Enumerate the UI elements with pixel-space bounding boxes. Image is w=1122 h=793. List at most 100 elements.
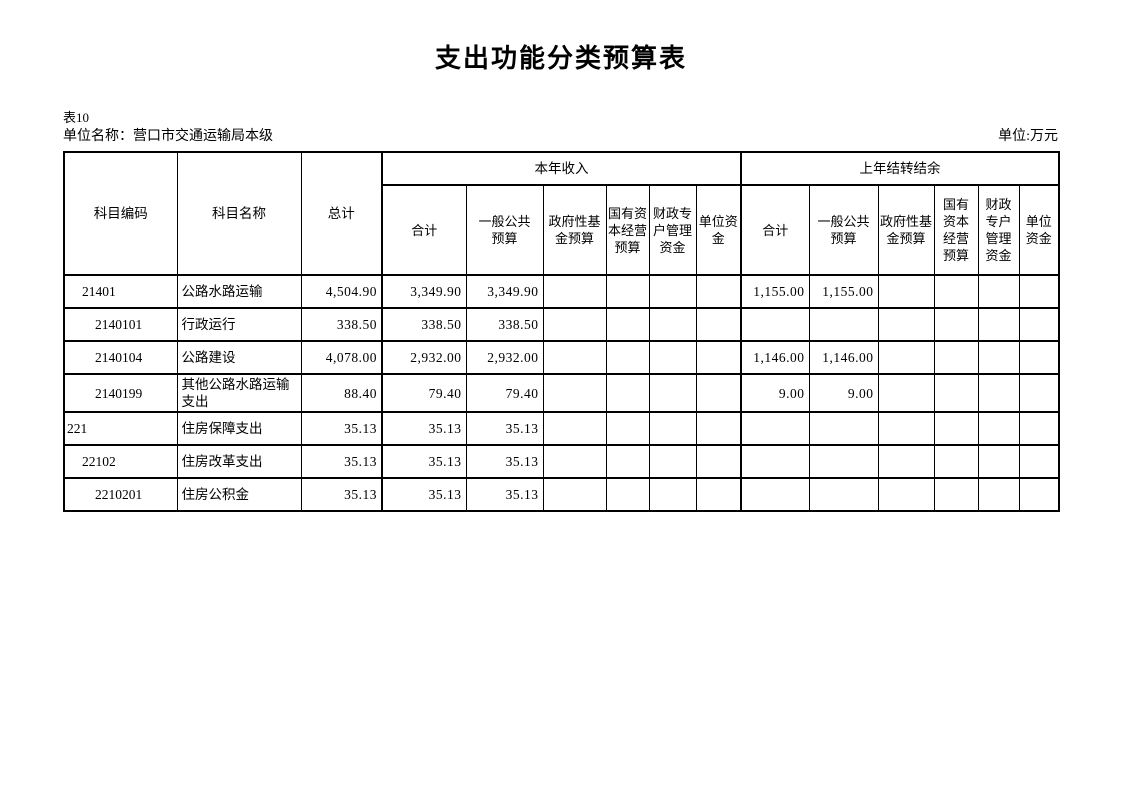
col-header-label: 单位资金 <box>698 214 738 246</box>
carryover-cell <box>933 274 979 309</box>
col-group-current-year-income: 本年收入 <box>380 151 742 186</box>
subject-code-cell: 2210201 <box>63 477 178 512</box>
carryover-cell <box>977 477 1020 512</box>
current-year-cell <box>695 477 742 512</box>
subject-code-cell: 2140104 <box>63 340 178 375</box>
current-year-cell: 338.50 <box>381 307 467 342</box>
carryover-cell <box>808 477 879 512</box>
header-group-row: 科目编码 科目名称 总计 本年收入 上年结转结余 <box>63 151 1060 276</box>
col-header-co-unit-funds: 单位资金 <box>1018 184 1060 276</box>
carryover-cell <box>877 274 935 309</box>
col-header-label: 政府性基金预算 <box>548 214 601 246</box>
document-meta: 表10 单位名称：营口市交通运输局本级 单位:万元 <box>63 110 1058 146</box>
carryover-cell: 1,146.00 <box>740 340 810 375</box>
unit-of-measure: 单位:万元 <box>998 129 1058 144</box>
subject-name-cell: 公路水路运输 <box>176 274 302 309</box>
carryover-cell <box>933 307 979 342</box>
carryover-cell <box>877 411 935 446</box>
col-header-subject-name: 科目名称 <box>176 151 302 276</box>
carryover-cell <box>740 307 810 342</box>
carryover-cell <box>1018 444 1060 479</box>
carryover-cell <box>808 411 879 446</box>
col-header-label: 国有资本经营预算 <box>607 205 647 255</box>
header-sub-row: 合计 一般公共预算 政府性基金预算 国有资本经营预算 财政专户管理资金 单位资金… <box>64 184 1060 276</box>
carryover-cell: 9.00 <box>808 373 879 413</box>
grand-total-cell: 338.50 <box>300 307 383 342</box>
col-header-label: 一般公共预算 <box>817 214 870 246</box>
current-year-cell: 35.13 <box>465 411 544 446</box>
carryover-cell: 1,155.00 <box>740 274 810 309</box>
carryover-cell <box>877 373 935 413</box>
table-row: 22102 住房改革支出 35.13 35.13 35.13 <box>63 444 1060 479</box>
current-year-cell: 35.13 <box>381 444 467 479</box>
col-header-label: 财政专户管理资金 <box>652 205 692 255</box>
col-header-cy-gov-fund: 政府性基金预算 <box>542 184 607 276</box>
current-year-cell <box>648 340 697 375</box>
carryover-cell <box>933 444 979 479</box>
table-body: 21401 公路水路运输 4,504.90 3,349.90 3,349.90 1,155… <box>63 274 1060 512</box>
current-year-cell <box>542 411 607 446</box>
carryover-cell <box>1018 274 1060 309</box>
current-year-cell: 35.13 <box>381 411 467 446</box>
current-year-cell <box>648 444 697 479</box>
grand-total-cell: 35.13 <box>300 411 383 446</box>
current-year-cell <box>542 477 607 512</box>
table-row: 2140199 其他公路水路运输支出 88.40 79.40 79.40 9.00 9.00 <box>63 373 1060 413</box>
carryover-cell: 1,146.00 <box>808 340 879 375</box>
carryover-cell <box>877 340 935 375</box>
current-year-cell <box>605 274 650 309</box>
current-year-cell: 79.40 <box>465 373 544 413</box>
table-row: 21401 公路水路运输 4,504.90 3,349.90 3,349.90 1,155… <box>63 274 1060 309</box>
current-year-cell <box>542 444 607 479</box>
subject-name-cell: 住房公积金 <box>176 477 302 512</box>
carryover-cell <box>977 274 1020 309</box>
current-year-cell: 2,932.00 <box>381 340 467 375</box>
current-year-cell <box>605 307 650 342</box>
current-year-cell: 3,349.90 <box>381 274 467 309</box>
col-group-carryover: 上年结转结余 <box>740 151 1060 186</box>
carryover-cell <box>808 307 879 342</box>
current-year-cell <box>648 411 697 446</box>
carryover-cell <box>977 411 1020 446</box>
col-header-co-general-budget: 一般公共预算 <box>808 184 879 276</box>
carryover-cell <box>1018 307 1060 342</box>
current-year-cell <box>605 477 650 512</box>
carryover-cell <box>877 444 935 479</box>
current-year-cell <box>605 373 650 413</box>
subject-name-cell: 住房保障支出 <box>176 411 302 446</box>
subject-code-cell: 221 <box>63 411 178 446</box>
carryover-cell <box>877 307 935 342</box>
current-year-cell <box>542 274 607 309</box>
col-header-label: 合计 <box>411 222 438 238</box>
current-year-cell <box>605 340 650 375</box>
carryover-cell <box>1018 340 1060 375</box>
current-year-cell <box>695 274 742 309</box>
grand-total-cell: 35.13 <box>300 444 383 479</box>
col-header-label: 财政专户管理资金 <box>985 197 1012 263</box>
grand-total-cell: 88.40 <box>300 373 383 413</box>
col-header-cy-unit-funds: 单位资金 <box>695 184 742 276</box>
current-year-cell <box>648 477 697 512</box>
current-year-cell <box>605 411 650 446</box>
carryover-cell <box>977 307 1020 342</box>
current-year-cell <box>648 307 697 342</box>
carryover-cell <box>977 373 1020 413</box>
grand-total-cell: 35.13 <box>300 477 383 512</box>
current-year-cell <box>542 373 607 413</box>
table-row: 221 住房保障支出 35.13 35.13 35.13 <box>63 411 1060 446</box>
col-header-co-total: 合计 <box>740 184 810 276</box>
col-header-label: 国有资本经营预算 <box>943 197 970 263</box>
carryover-cell <box>977 444 1020 479</box>
grand-total-cell: 4,078.00 <box>300 340 383 375</box>
col-header-cy-fiscal-account: 财政专户管理资金 <box>648 184 697 276</box>
col-header-cy-general-budget: 一般公共预算 <box>465 184 544 276</box>
subject-code-cell: 21401 <box>63 274 178 309</box>
col-header-label: 单位资金 <box>1025 214 1052 246</box>
carryover-cell <box>1018 373 1060 413</box>
current-year-cell <box>648 373 697 413</box>
unit-name: 单位名称：营口市交通运输局本级 <box>63 129 273 144</box>
subject-code-cell: 22102 <box>63 444 178 479</box>
current-year-cell <box>695 411 742 446</box>
col-header-cy-state-capital: 国有资本经营预算 <box>605 184 650 276</box>
col-header-co-fiscal-account: 财政专户管理资金 <box>977 184 1020 276</box>
